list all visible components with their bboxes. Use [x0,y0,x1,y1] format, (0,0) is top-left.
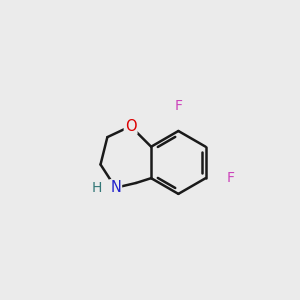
Text: F: F [174,99,182,113]
Text: H: H [91,181,102,195]
Text: O: O [125,119,136,134]
Text: F: F [226,171,234,185]
Text: N: N [110,180,121,195]
